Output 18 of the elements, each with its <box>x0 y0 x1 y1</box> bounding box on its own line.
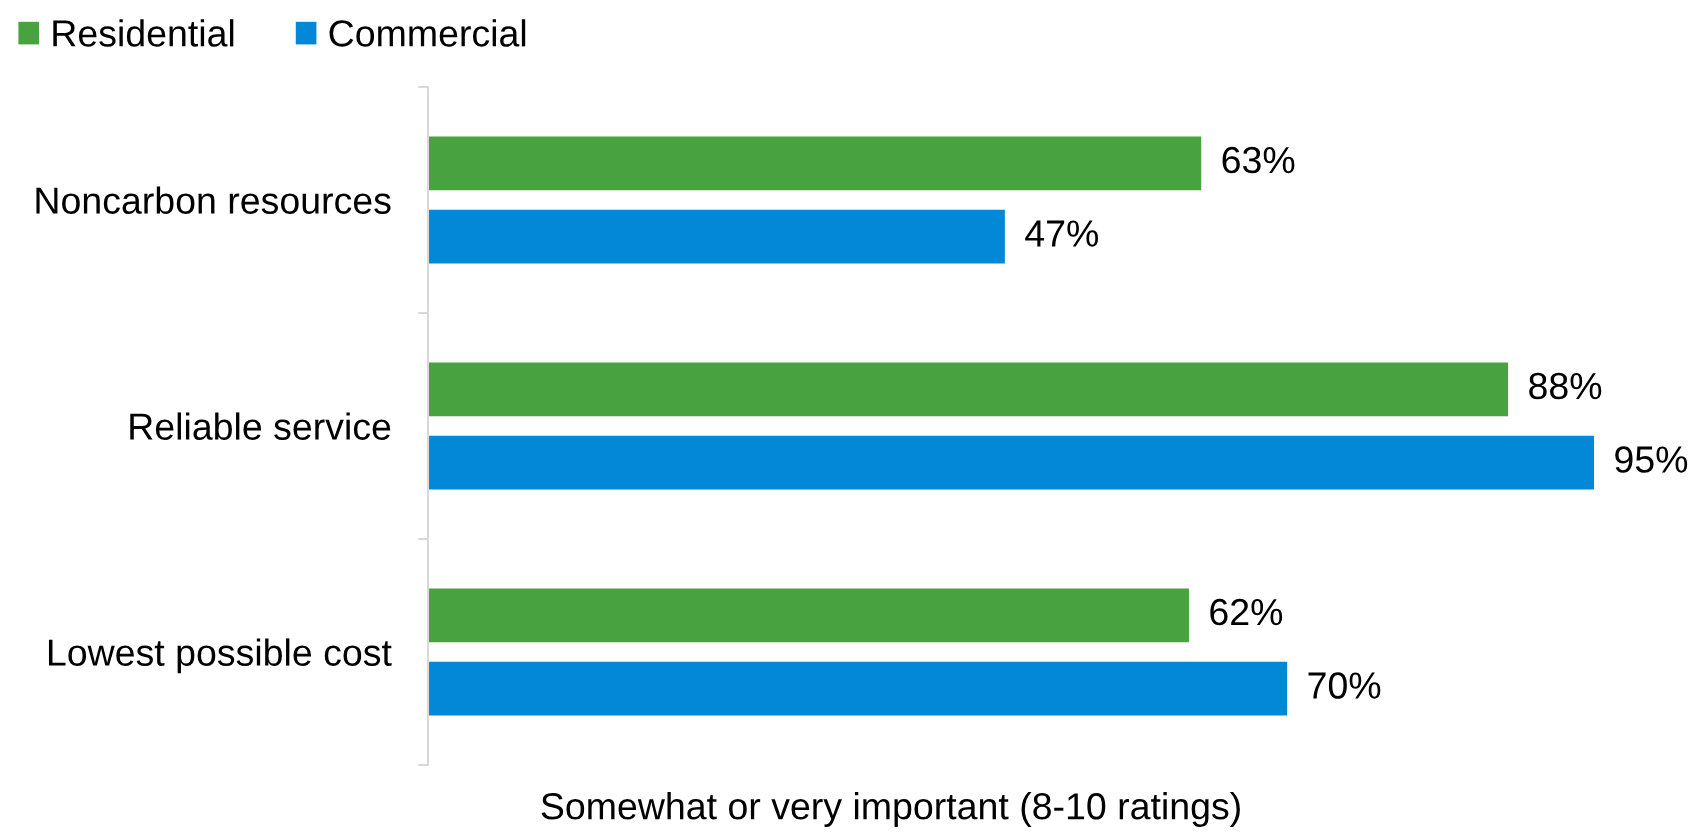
data-label: 63% <box>1222 146 1295 174</box>
bar <box>428 588 1189 643</box>
data-label: 70% <box>1308 672 1381 699</box>
legend-label: Residential <box>53 19 234 47</box>
y-tick-label: Reliable service <box>130 412 391 440</box>
legend-label: Commercial <box>329 19 526 47</box>
data-label: 95% <box>1615 446 1688 473</box>
data-label: 88% <box>1529 372 1602 400</box>
bar <box>428 362 1509 417</box>
y-tick-label: Lowest possible cost <box>48 638 392 674</box>
bar <box>428 136 1202 191</box>
y-tick-label: Noncarbon resources <box>36 186 391 214</box>
bar <box>428 209 1005 264</box>
data-label: 62% <box>1210 598 1283 626</box>
bar <box>428 435 1594 490</box>
bar <box>428 661 1288 716</box>
data-label: 47% <box>1025 220 1099 247</box>
x-axis-title: Somewhat or very important (8-10 ratings) <box>541 792 1240 827</box>
